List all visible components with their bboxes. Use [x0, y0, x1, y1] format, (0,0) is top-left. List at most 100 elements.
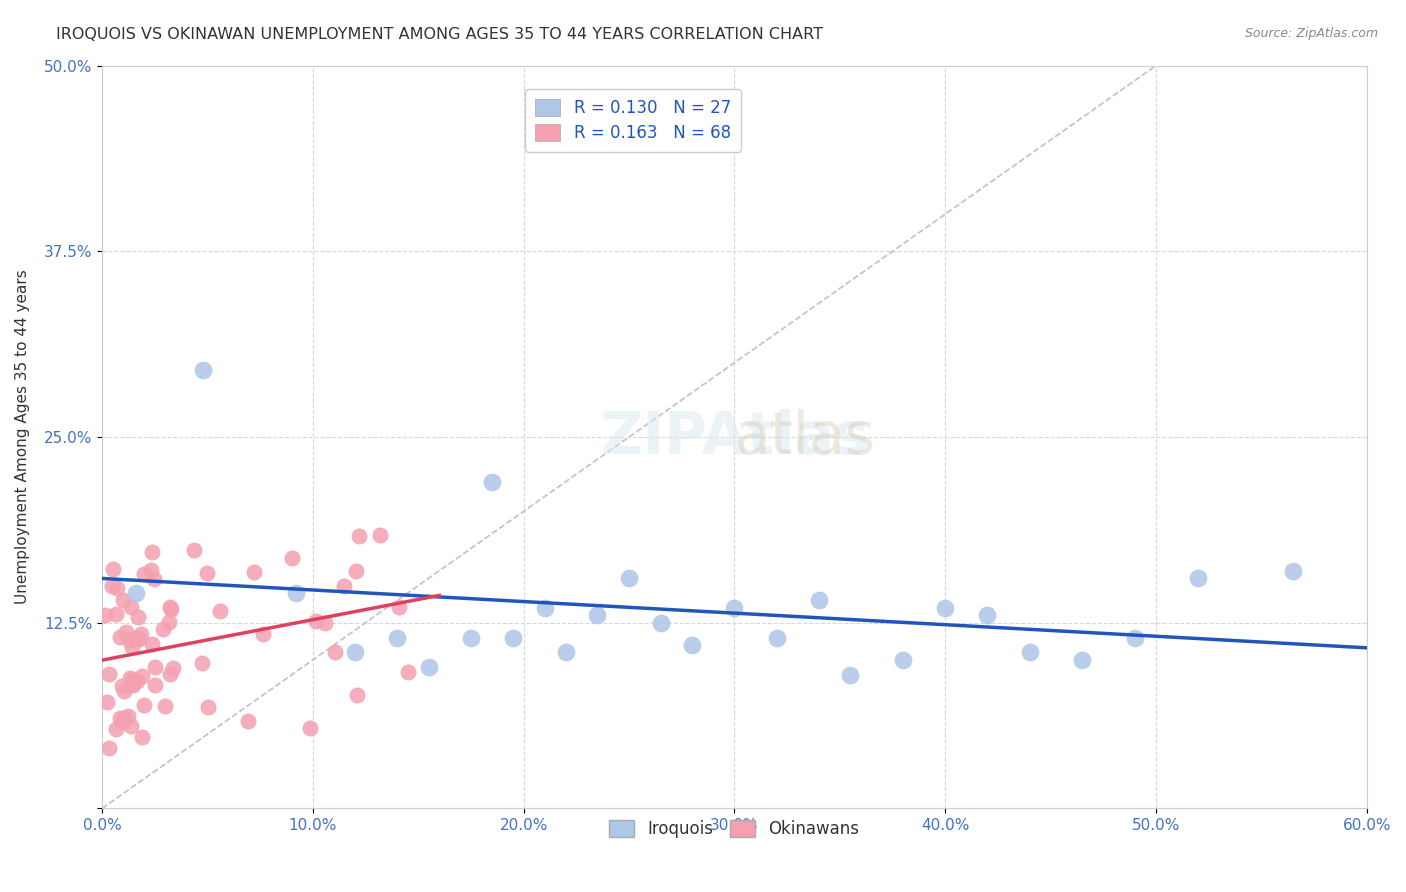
Point [139, 563, 162, 577]
Point [120, 671, 142, 685]
Point [141, 545, 163, 559]
Point [160, 601, 183, 615]
Point [586, 608, 609, 623]
Text: ZIPAtlas: ZIPAtlas [600, 409, 869, 466]
Point [1071, 653, 1094, 667]
Point [141, 637, 163, 651]
Point [323, 645, 346, 659]
Point [96, 695, 118, 709]
Point [502, 631, 524, 645]
Point [209, 604, 232, 618]
Point [839, 667, 862, 681]
Point [252, 627, 274, 641]
Point [162, 661, 184, 675]
Point [236, 714, 259, 728]
Point [723, 600, 745, 615]
Point [347, 529, 370, 543]
Point [1187, 571, 1209, 585]
Point [197, 566, 219, 580]
Point [118, 632, 141, 647]
Point [152, 622, 174, 636]
Point [554, 645, 576, 659]
Point [104, 723, 127, 737]
Point [765, 631, 787, 645]
Point [117, 709, 139, 723]
Point [94, 608, 117, 623]
Point [121, 673, 143, 687]
Point [104, 607, 127, 622]
Point [385, 631, 408, 645]
Point [891, 653, 914, 667]
Point [197, 699, 219, 714]
Point [120, 719, 142, 733]
Legend: Iroquois, Okinawans: Iroquois, Okinawans [603, 814, 866, 845]
Point [142, 573, 165, 587]
Point [101, 578, 124, 592]
Point [108, 630, 131, 644]
Point [120, 677, 142, 691]
Point [97, 667, 120, 681]
Point [183, 543, 205, 558]
Point [111, 593, 134, 607]
Point [143, 660, 166, 674]
Point [143, 678, 166, 692]
Point [617, 571, 640, 585]
Point [159, 667, 181, 681]
Point [101, 562, 124, 576]
Text: IROQUOIS VS OKINAWAN UNEMPLOYMENT AMONG AGES 35 TO 44 YEARS CORRELATION CHART: IROQUOIS VS OKINAWAN UNEMPLOYMENT AMONG … [56, 27, 824, 42]
Point [159, 599, 181, 614]
Point [304, 614, 326, 628]
Point [314, 615, 336, 630]
Point [650, 615, 672, 630]
Point [243, 565, 266, 579]
Point [681, 638, 703, 652]
Point [481, 475, 503, 489]
Point [120, 599, 142, 614]
Point [281, 551, 304, 566]
Point [193, 363, 215, 377]
Point [131, 669, 153, 683]
Point [127, 610, 149, 624]
Point [191, 657, 214, 671]
Point [121, 640, 143, 655]
Point [132, 698, 155, 713]
Point [346, 689, 368, 703]
Text: atlas: atlas [734, 409, 876, 466]
Point [112, 710, 135, 724]
Point [111, 714, 134, 729]
Point [1018, 645, 1040, 659]
Point [110, 711, 132, 725]
Point [129, 627, 152, 641]
Point [131, 730, 153, 744]
Y-axis label: Unemployment Among Ages 35 to 44 years: Unemployment Among Ages 35 to 44 years [15, 269, 30, 605]
Point [344, 645, 367, 659]
Point [125, 632, 148, 646]
Point [418, 660, 440, 674]
Point [105, 581, 128, 595]
Point [299, 721, 322, 735]
Point [285, 586, 308, 600]
Point [533, 600, 555, 615]
Point [1282, 564, 1305, 578]
Point [396, 665, 419, 680]
Point [344, 564, 367, 578]
Point [976, 608, 998, 623]
Point [333, 579, 356, 593]
Point [807, 593, 830, 607]
Point [934, 600, 956, 615]
Point [388, 599, 411, 614]
Point [134, 567, 156, 582]
Point [157, 615, 180, 629]
Point [1123, 631, 1146, 645]
Point [153, 698, 176, 713]
Point [125, 673, 148, 688]
Point [112, 683, 135, 698]
Point [125, 586, 148, 600]
Point [111, 679, 134, 693]
Point [114, 625, 136, 640]
Point [460, 631, 482, 645]
Point [97, 740, 120, 755]
Text: Source: ZipAtlas.com: Source: ZipAtlas.com [1244, 27, 1378, 40]
Point [128, 632, 150, 646]
Point [121, 678, 143, 692]
